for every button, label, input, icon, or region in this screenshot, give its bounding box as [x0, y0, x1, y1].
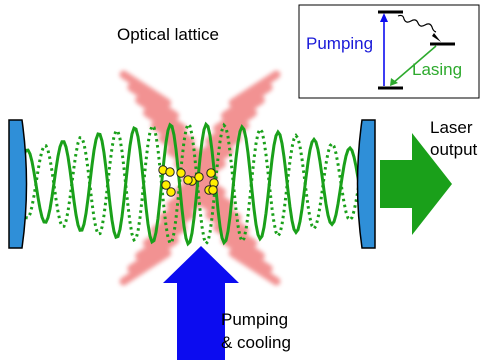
lattice-stripe — [150, 121, 203, 158]
wavy-decay-arrow-icon — [397, 14, 437, 33]
inset-pumping-label: Pumping — [306, 34, 373, 53]
lattice-stripe — [127, 236, 180, 273]
mirror-right-icon — [356, 119, 376, 249]
pumping-cooling-label-line1: Pumping — [221, 310, 288, 329]
inset-lasing-label: Lasing — [412, 60, 462, 79]
atom-icon — [194, 172, 204, 182]
lattice-stripe — [119, 249, 172, 286]
inset-frame — [298, 4, 480, 99]
laser-output-label-line2: output — [430, 140, 478, 159]
lattice-stripe — [205, 108, 258, 146]
atom-icon — [166, 187, 176, 197]
lattice-stripe — [135, 223, 187, 260]
laser-output-label-line1: Laser — [430, 118, 473, 137]
lattice-stripe — [228, 249, 281, 286]
lattice-stripe — [127, 83, 180, 120]
laser-output-arrow-icon — [380, 133, 452, 235]
lattice-stripe — [181, 147, 234, 184]
lattice-stripe — [213, 96, 265, 133]
pumping-arrow-icon — [163, 246, 239, 360]
lasing-transition-arrowhead — [390, 78, 398, 86]
atom-icon — [208, 185, 218, 195]
lattice-stripe — [135, 96, 187, 133]
page-title: Optical lattice — [117, 25, 219, 44]
lattice-stripe — [228, 70, 281, 107]
atom-icon — [176, 168, 186, 178]
lattice-stripe — [220, 83, 273, 120]
lattice-stripe — [220, 236, 273, 273]
pumping-transition-arrowhead — [380, 13, 388, 22]
lattice-stripe — [197, 198, 250, 235]
mirror-left-icon — [8, 119, 28, 249]
wavy-decay-arrowhead — [432, 33, 441, 42]
energy-level-inset: Pumping Lasing — [298, 4, 480, 99]
pumping-cooling-label-line2: & cooling — [221, 333, 291, 352]
atom-cloud — [158, 165, 219, 197]
lattice-stripe — [213, 223, 265, 260]
lasing-transition-arrow — [392, 45, 437, 84]
atom-icon — [161, 180, 171, 190]
atom-icon — [165, 167, 175, 177]
atom-icon — [206, 168, 216, 178]
lattice-stripe — [119, 70, 172, 107]
atom-icon — [183, 175, 193, 185]
